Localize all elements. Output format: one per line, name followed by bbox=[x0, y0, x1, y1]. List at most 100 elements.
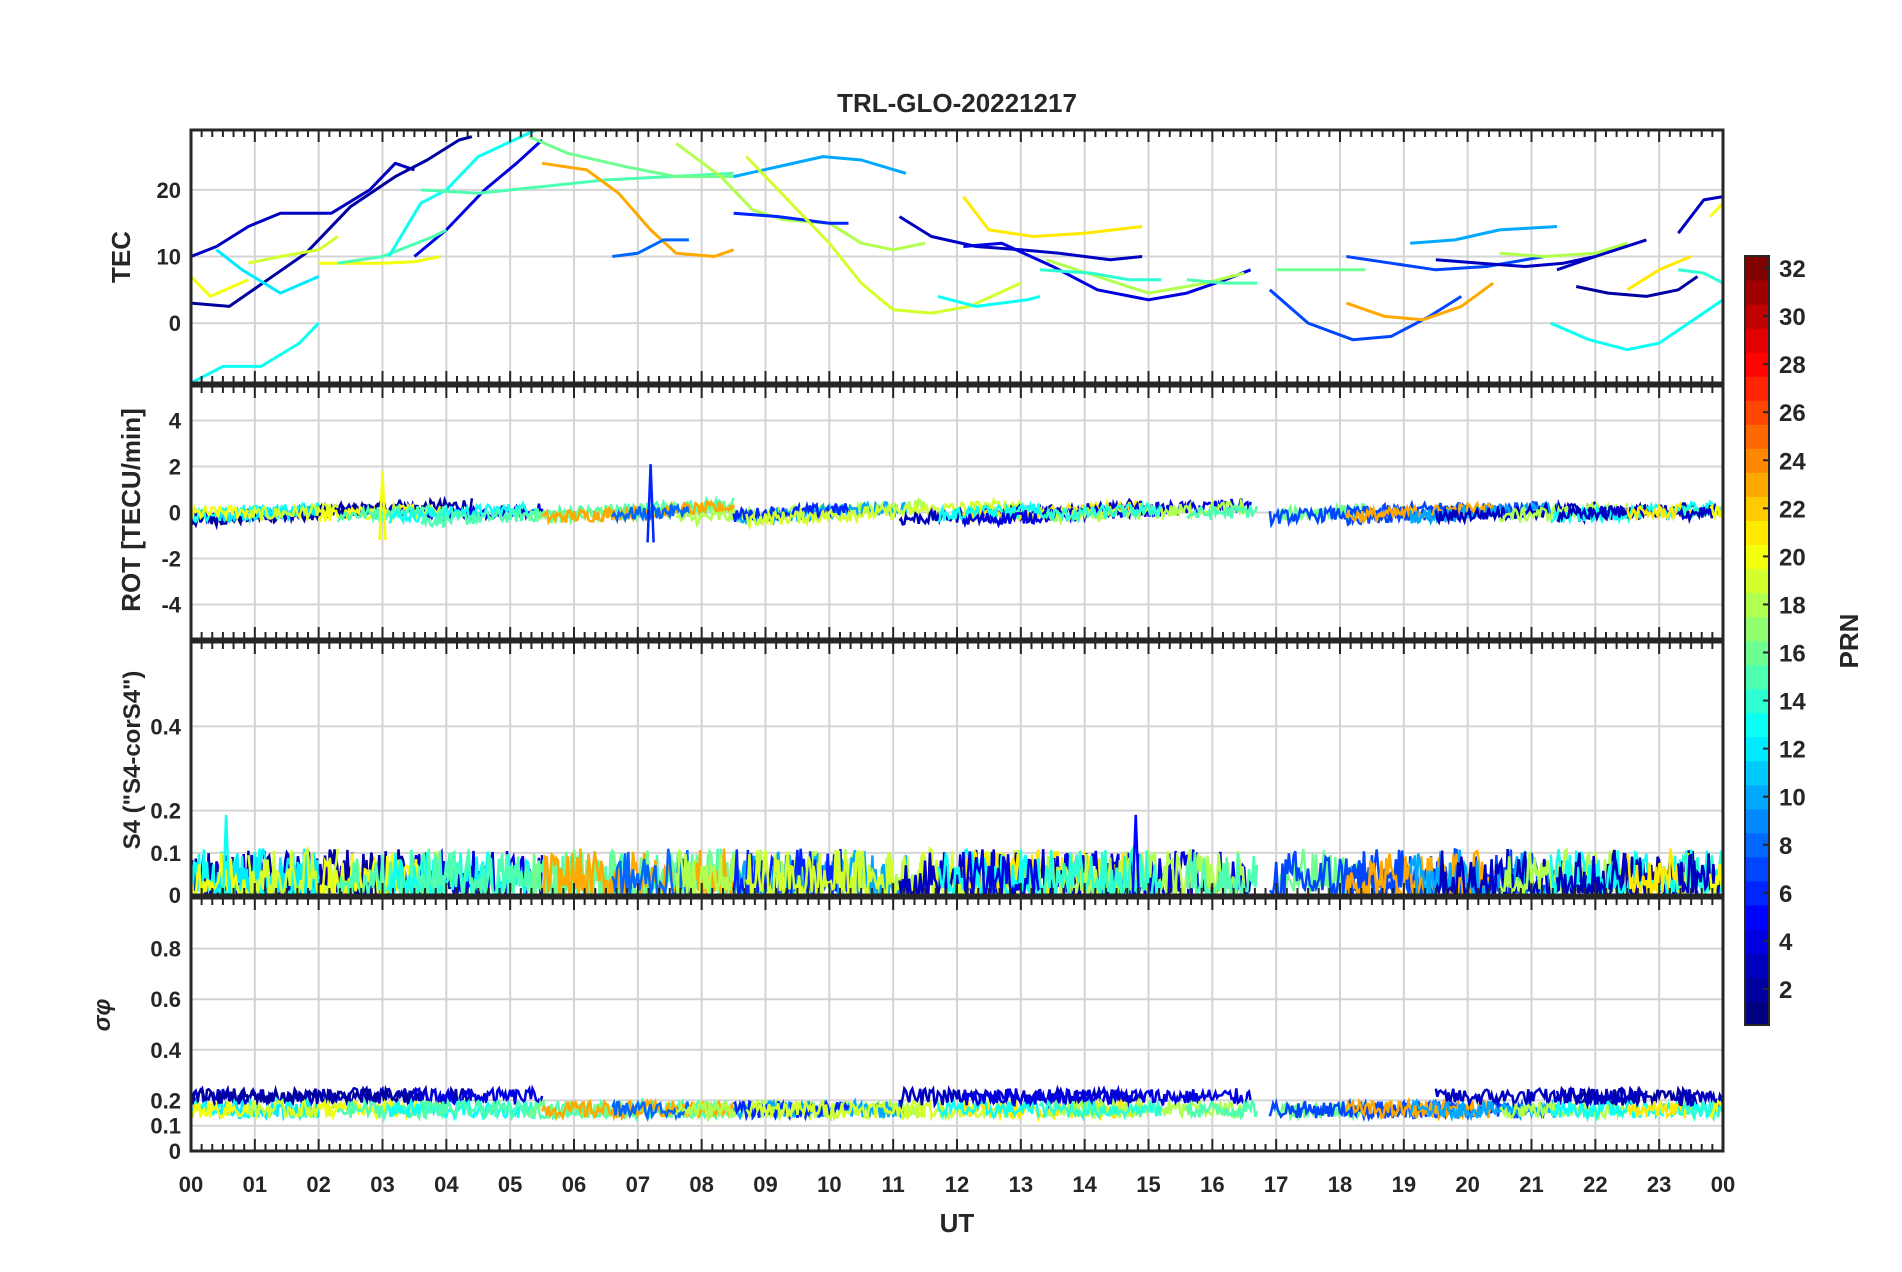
colorbar-step bbox=[1745, 664, 1769, 690]
tec-series-prn-3 bbox=[1677, 195, 1723, 235]
colorbar-step bbox=[1745, 712, 1769, 738]
colorbar-step bbox=[1745, 376, 1769, 401]
y-tick-label: -2 bbox=[161, 547, 181, 572]
colorbar-tick-label: 32 bbox=[1779, 256, 1806, 283]
s4-trace-prn-18 bbox=[1498, 847, 1629, 895]
colorbar-tick-label: 16 bbox=[1779, 641, 1806, 668]
rot-data bbox=[191, 464, 1723, 543]
rot-panel: -4 -2 0 2 4 bbox=[161, 384, 1725, 641]
y-tick-label: 0.1 bbox=[150, 841, 181, 866]
sigma_phi-trace-prn-14 bbox=[1038, 1098, 1163, 1123]
y-tick-label: 0.8 bbox=[150, 937, 181, 962]
tec-series-prn-19 bbox=[248, 235, 339, 265]
x-tick-label: 05 bbox=[498, 1172, 522, 1197]
tec-series-prn-3 bbox=[191, 161, 415, 258]
colorbar-step bbox=[1745, 616, 1769, 642]
tec-series-prn-14 bbox=[1039, 268, 1162, 282]
x-tick-labels: 00 01 02 03 04 05 06 07 08 09 10 11 12 13 14 15 16 17 18 19… bbox=[179, 1172, 1735, 1197]
sigma_phi-data bbox=[191, 1084, 1723, 1123]
tec-series-prn-13 bbox=[937, 294, 1041, 308]
tec-series-prn-3 bbox=[1556, 238, 1647, 272]
tec-series-prn-10 bbox=[1410, 225, 1558, 245]
x-axis-label: UT bbox=[940, 1208, 975, 1238]
sigma_phi-trace-prn-21 bbox=[1626, 1100, 1693, 1120]
sigma_phi-trace-prn-6 bbox=[732, 1098, 850, 1122]
x-tick-label: 09 bbox=[753, 1172, 777, 1197]
rot-ylabel: ROT [TECU/min] bbox=[116, 408, 146, 612]
colorbar-step bbox=[1745, 328, 1769, 353]
rot-trace-prn-19 bbox=[745, 496, 1022, 531]
tec-ylabel: TEC bbox=[106, 231, 136, 283]
rot-trace-prn-23 bbox=[1345, 500, 1495, 525]
sigma_phi-trace-prn-20 bbox=[191, 1100, 249, 1119]
rot-trace-prn-8 bbox=[611, 502, 691, 525]
rot-trace-prn-20 bbox=[1709, 503, 1723, 522]
y-tick-label: 0.6 bbox=[150, 987, 181, 1012]
x-tick-label: 10 bbox=[817, 1172, 841, 1197]
x-tick-label: 21 bbox=[1519, 1172, 1543, 1197]
tec-series-prn-13 bbox=[387, 130, 537, 258]
tec-series-prn-16 bbox=[528, 135, 734, 179]
y-tick-label: 0.2 bbox=[150, 799, 181, 824]
sigma_phi-trace-prn-14 bbox=[1677, 1098, 1723, 1122]
tec-series-prn-21 bbox=[962, 195, 1143, 238]
tec-series-prn-15 bbox=[1186, 278, 1257, 285]
x-tick-label: 18 bbox=[1328, 1172, 1352, 1197]
x-tick-label: 14 bbox=[1072, 1172, 1097, 1197]
sigma_phi-trace-prn-3 bbox=[1677, 1088, 1723, 1108]
s4-peak-prn-13 bbox=[221, 814, 231, 895]
tec-series-prn-2 bbox=[1575, 275, 1699, 298]
colorbar-step bbox=[1745, 472, 1769, 497]
rot-trace-prn-19 bbox=[247, 502, 339, 524]
x-tick-label: 03 bbox=[370, 1172, 394, 1197]
tec-series-prn-23 bbox=[1345, 281, 1495, 322]
colorbar-step bbox=[1745, 520, 1769, 545]
y-tick-label: 2 bbox=[169, 455, 181, 480]
tec-series-prn-13 bbox=[1550, 298, 1723, 352]
s4-ylabel: S4 ("S4-corS4") bbox=[119, 671, 146, 850]
colorbar-step bbox=[1745, 760, 1769, 786]
sigma_phi-trace-prn-13 bbox=[936, 1097, 1041, 1120]
sigma_phi-trace-prn-15 bbox=[1185, 1097, 1259, 1121]
colorbar-step bbox=[1745, 856, 1769, 882]
x-tick-label: 06 bbox=[562, 1172, 586, 1197]
y-tick-label: 0.4 bbox=[150, 714, 181, 739]
colorbar-tick-label: 2 bbox=[1779, 977, 1792, 1004]
tec-series-prn-2 bbox=[191, 135, 473, 308]
tec-series-prn-7 bbox=[1268, 288, 1463, 342]
rot-trace-prn-7 bbox=[1268, 499, 1463, 529]
tec-series-prn-10 bbox=[733, 155, 907, 179]
s4-panel: 0 0.1 0.2 0.4 bbox=[150, 640, 1725, 908]
x-tick-label: 16 bbox=[1200, 1172, 1224, 1197]
sigma_phi-trace-prn-4 bbox=[962, 1084, 1252, 1110]
y-tick-label: 4 bbox=[169, 409, 182, 434]
colorbar-step bbox=[1745, 424, 1769, 449]
x-tick-label: 17 bbox=[1264, 1172, 1288, 1197]
tec-series-prn-8 bbox=[612, 238, 689, 258]
colorbar-tick-label: 6 bbox=[1779, 881, 1792, 908]
x-tick-label: 12 bbox=[945, 1172, 969, 1197]
x-tick-label: 07 bbox=[626, 1172, 650, 1197]
colorbar-tick-label: 20 bbox=[1779, 544, 1806, 571]
s4-peak-prn-5 bbox=[1131, 814, 1140, 895]
tec-series-prn-3 bbox=[1435, 255, 1596, 268]
rot-peak-prn-20 bbox=[378, 471, 387, 541]
colorbar-tick-label: 4 bbox=[1779, 929, 1793, 956]
tec-series-prn-4 bbox=[413, 138, 544, 258]
tec-series-prn-6 bbox=[733, 211, 849, 225]
rot-trace-prn-20 bbox=[191, 502, 250, 523]
sigma_phi-trace-prn-23 bbox=[540, 1097, 735, 1122]
y-tick-label: 10 bbox=[157, 245, 181, 270]
colorbar-tick-label: 30 bbox=[1779, 304, 1806, 331]
y-tick-label: 0 bbox=[169, 501, 181, 526]
x-tick-label: 02 bbox=[306, 1172, 330, 1197]
colorbar-tick-label: 24 bbox=[1779, 448, 1806, 475]
tec-series-prn-19 bbox=[745, 155, 1022, 315]
rot-trace-prn-15 bbox=[336, 502, 447, 524]
rot-trace-prn-21 bbox=[1626, 500, 1692, 522]
sigma_phi-trace-prn-19 bbox=[247, 1097, 340, 1122]
tec-data bbox=[191, 130, 1723, 383]
chart-title: TRL-GLO-20221217 bbox=[837, 88, 1077, 118]
rot-trace-prn-15 bbox=[1186, 502, 1259, 521]
